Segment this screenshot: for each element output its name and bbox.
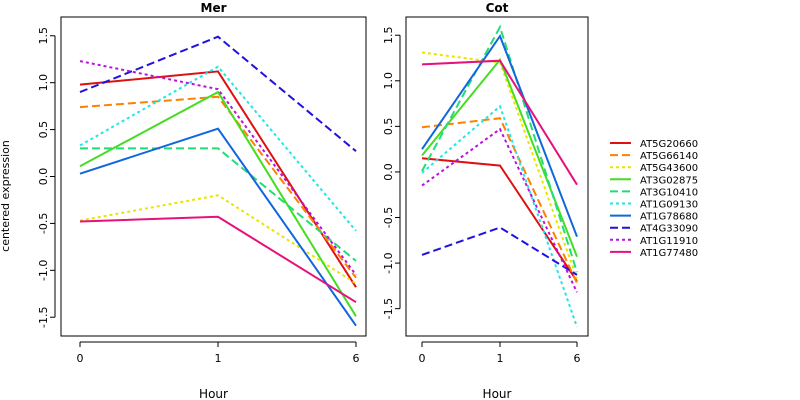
series-line-at5g43600 bbox=[421, 51, 578, 279]
series-line-at5g66140 bbox=[79, 95, 357, 279]
series-line-at4g33090 bbox=[421, 226, 578, 276]
series-line-at5g20660 bbox=[79, 70, 357, 288]
y-tick-label: -1.0 bbox=[382, 252, 395, 273]
series-line-at1g78680 bbox=[421, 33, 578, 238]
panel-title: Mer bbox=[201, 1, 227, 15]
series-line-at1g78680 bbox=[79, 127, 357, 327]
legend-item: AT5G66140 bbox=[610, 151, 698, 162]
legend-label: AT1G09130 bbox=[640, 200, 698, 211]
y-tick-label: 0.0 bbox=[382, 163, 395, 181]
series-line-at1g11910 bbox=[79, 60, 357, 276]
legend-label: AT1G77480 bbox=[640, 248, 698, 259]
legend-item: AT5G43600 bbox=[610, 163, 698, 174]
legend-label: AT5G20660 bbox=[640, 139, 698, 150]
legend-label: AT5G66140 bbox=[640, 151, 698, 162]
y-tick-label: 1.0 bbox=[382, 72, 395, 90]
series-line-at3g10410 bbox=[421, 24, 578, 273]
plot-frame bbox=[405, 16, 589, 337]
legend-item: AT1G11910 bbox=[610, 236, 698, 247]
panel-title: Cot bbox=[486, 1, 509, 15]
series-line-at3g02875 bbox=[79, 90, 357, 317]
x-axis-label: Hour bbox=[199, 387, 228, 400]
series-line-at4g33090 bbox=[79, 35, 357, 152]
chart-panels: Mer -1.5 -1.0 -0.5 0.0 0.5 1.0 1.5 0 1 6 Hour Cot -1.… bbox=[37, 1, 589, 400]
legend-label: AT1G78680 bbox=[640, 212, 698, 223]
legend-label: AT3G02875 bbox=[640, 175, 698, 186]
y-tick-label: -0.5 bbox=[37, 213, 50, 234]
y-tick-label: 0.0 bbox=[37, 168, 50, 186]
y-tick-label: -1.5 bbox=[382, 298, 395, 319]
legend-label: AT3G10410 bbox=[640, 187, 698, 198]
x-tick-label: 1 bbox=[497, 352, 504, 365]
y-tick-label: 1.5 bbox=[37, 27, 50, 45]
series-line-at1g77480 bbox=[79, 215, 357, 304]
series-line-at3g10410 bbox=[80, 147, 357, 262]
legend-item: AT4G33090 bbox=[610, 224, 698, 235]
series-line-at1g77480 bbox=[421, 59, 578, 186]
x-tick-label: 6 bbox=[353, 352, 360, 365]
series-line-at3g02875 bbox=[421, 57, 578, 258]
legend-item: AT1G77480 bbox=[610, 248, 698, 259]
plot-frame bbox=[60, 16, 367, 337]
y-tick-label: 1.5 bbox=[382, 26, 395, 44]
legend-item: AT5G20660 bbox=[610, 139, 698, 150]
series-line-at1g11910 bbox=[421, 127, 578, 293]
legend-label: AT1G11910 bbox=[640, 236, 698, 247]
series-line-at5g66140 bbox=[421, 117, 578, 284]
legend-item: AT1G09130 bbox=[610, 200, 698, 211]
legend-item: AT3G02875 bbox=[610, 175, 698, 186]
panel-mer: Mer -1.5 -1.0 -0.5 0.0 0.5 1.0 1.5 0 1 6 Hour bbox=[37, 1, 367, 400]
y-tick-label: -1.5 bbox=[37, 307, 50, 328]
x-tick-label: 0 bbox=[77, 352, 84, 365]
y-tick-label: 0.5 bbox=[37, 121, 50, 139]
series-line-at5g43600 bbox=[79, 194, 357, 285]
legend-item: AT1G78680 bbox=[610, 212, 698, 223]
x-tick-label: 1 bbox=[215, 352, 222, 365]
x-tick-label: 0 bbox=[419, 352, 426, 365]
y-tick-label: 1.0 bbox=[37, 74, 50, 92]
legend: AT5G20660AT5G66140AT5G43600AT3G02875AT3G… bbox=[610, 139, 698, 259]
series-line-at1g09130 bbox=[421, 104, 578, 328]
y-tick-label: -0.5 bbox=[382, 207, 395, 228]
series-line-at5g20660 bbox=[421, 157, 578, 282]
legend-item: AT3G10410 bbox=[610, 187, 698, 198]
series-line-at1g09130 bbox=[79, 65, 357, 232]
y-axis-label: centered expression bbox=[0, 140, 12, 252]
legend-label: AT5G43600 bbox=[640, 163, 698, 174]
y-tick-label: -1.0 bbox=[37, 260, 50, 281]
legend-label: AT4G33090 bbox=[640, 224, 698, 235]
x-tick-label: 6 bbox=[574, 352, 581, 365]
x-axis-label: Hour bbox=[483, 387, 512, 400]
panel-cot: Cot -1.5 -1.0 -0.5 0.0 0.5 1.0 1.5 0 1 6 Hour bbox=[382, 1, 589, 400]
y-tick-label: 0.5 bbox=[382, 118, 395, 136]
